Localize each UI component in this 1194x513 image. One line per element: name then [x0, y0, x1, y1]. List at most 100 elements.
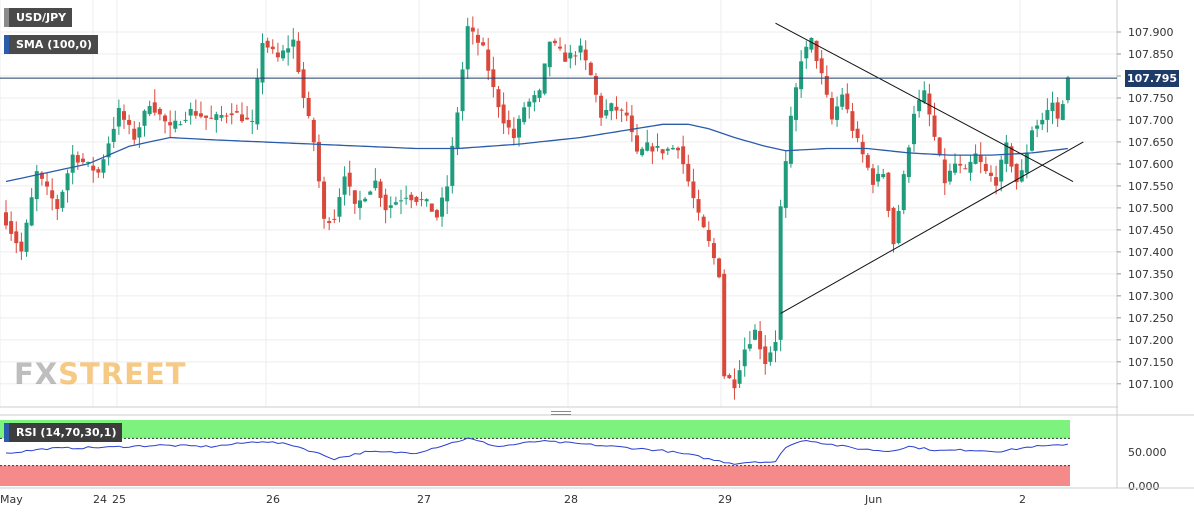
candle-body-165 — [850, 111, 855, 131]
candle-body-107 — [552, 40, 557, 44]
candle-body-185 — [953, 163, 958, 173]
price-tick-label-14: 107.200 — [1128, 334, 1174, 347]
candle-body-134 — [691, 181, 696, 199]
candle-body-112 — [578, 45, 583, 53]
panel-resize-handle[interactable] — [551, 411, 571, 412]
candle-body-123 — [634, 135, 639, 152]
candle-body-84 — [434, 210, 439, 218]
candle-body-164 — [845, 93, 850, 110]
candle-body-58 — [301, 69, 306, 98]
sma-text: SMA (100,0) — [16, 38, 93, 51]
candle-body-187 — [963, 168, 968, 170]
candle-body-108 — [558, 46, 563, 49]
candle-body-125 — [645, 142, 650, 151]
grid — [0, 0, 1194, 488]
rsi-overbought-zone — [0, 420, 1070, 439]
candle-body-7 — [39, 172, 44, 179]
candle-body-41 — [214, 114, 219, 120]
symbol-label: USD/JPY — [4, 8, 73, 27]
candle-body-121 — [624, 112, 629, 116]
candle-body-155 — [799, 61, 804, 90]
candle-body-94 — [486, 49, 491, 71]
candle-body-77 — [399, 200, 404, 202]
candle-body-50 — [260, 42, 265, 83]
candle-body-179 — [922, 90, 927, 103]
candle-body-203 — [1045, 110, 1050, 120]
price-tick-label-13: 107.250 — [1128, 312, 1174, 325]
candle-body-19 — [101, 159, 106, 173]
candle-body-207 — [1065, 77, 1070, 101]
candle-body-162 — [835, 106, 840, 120]
candle-body-163 — [840, 94, 845, 107]
candle-body-22 — [116, 107, 121, 127]
candle-body-57 — [296, 40, 301, 73]
candle-body-143 — [737, 370, 742, 384]
time-tick-label-6: 29 — [718, 493, 732, 506]
price-tick-label-9: 107.450 — [1128, 224, 1174, 237]
candle-body-104 — [537, 90, 542, 98]
candle-body-111 — [573, 55, 578, 57]
candle-body-113 — [583, 49, 588, 61]
candle-body-29 — [152, 102, 157, 113]
time-tick-label-4: 27 — [417, 493, 431, 506]
candle-body-139 — [717, 258, 722, 278]
candle-body-64 — [332, 218, 337, 220]
candle-body-153 — [788, 115, 793, 164]
candle-body-196 — [1009, 146, 1014, 167]
candle-body-39 — [204, 115, 209, 118]
candle-body-3 — [19, 241, 24, 252]
time-tick-label-2: 25 — [112, 493, 126, 506]
candle-body-97 — [501, 104, 506, 124]
candle-body-11 — [60, 191, 65, 208]
rsi-oversold-zone — [0, 465, 1070, 486]
sma-swatch — [4, 35, 9, 54]
candle-body-38 — [198, 113, 203, 117]
candle-body-172 — [886, 172, 891, 211]
candle-body-12 — [65, 173, 70, 191]
symbol-text: USD/JPY — [16, 11, 67, 24]
candle-body-71 — [368, 191, 373, 195]
price-tick-label-3: 107.750 — [1128, 92, 1174, 105]
price-tick-label-6: 107.600 — [1128, 158, 1174, 171]
candle-body-42 — [219, 114, 224, 118]
candle-body-146 — [752, 329, 757, 340]
candle-body-99 — [511, 128, 516, 139]
candle-body-74 — [383, 194, 388, 211]
candle-body-18 — [96, 169, 101, 173]
candle-body-128 — [660, 149, 665, 154]
candle-body-87 — [450, 145, 455, 186]
candle-body-170 — [876, 173, 881, 182]
candle-body-62 — [322, 181, 327, 219]
price-tick-label-5: 107.650 — [1128, 136, 1174, 149]
candle-body-78 — [404, 197, 409, 199]
candle-body-182 — [937, 137, 942, 156]
panel-resize-handle-line2[interactable] — [551, 414, 571, 415]
trendline-lower — [780, 141, 1084, 314]
candle-body-205 — [1055, 102, 1060, 119]
candle-body-178 — [917, 100, 922, 112]
candle-body-204 — [1050, 102, 1055, 112]
candle-body-69 — [357, 200, 362, 208]
time-tick-label-1: 24 — [93, 493, 107, 506]
candle-body-148 — [763, 346, 768, 365]
candle-body-138 — [711, 243, 716, 259]
candle-body-130 — [670, 147, 675, 150]
candle-body-189 — [973, 153, 978, 164]
candle-body-14 — [75, 155, 80, 163]
candle-body-144 — [742, 349, 747, 367]
candle-body-31 — [163, 115, 168, 122]
candle-body-6 — [34, 171, 39, 200]
candle-body-109 — [563, 52, 568, 62]
candle-body-89 — [460, 69, 465, 112]
time-tick-label-5: 28 — [564, 493, 578, 506]
candle-body-10 — [55, 199, 60, 210]
candle-body-120 — [619, 109, 624, 111]
candle-body-114 — [588, 62, 593, 76]
candle-body-119 — [614, 106, 619, 111]
candle-body-106 — [547, 41, 552, 68]
candle-body-176 — [906, 147, 911, 178]
candle-body-82 — [424, 199, 429, 202]
candle-body-1 — [9, 221, 14, 234]
candle-body-15 — [80, 158, 85, 163]
